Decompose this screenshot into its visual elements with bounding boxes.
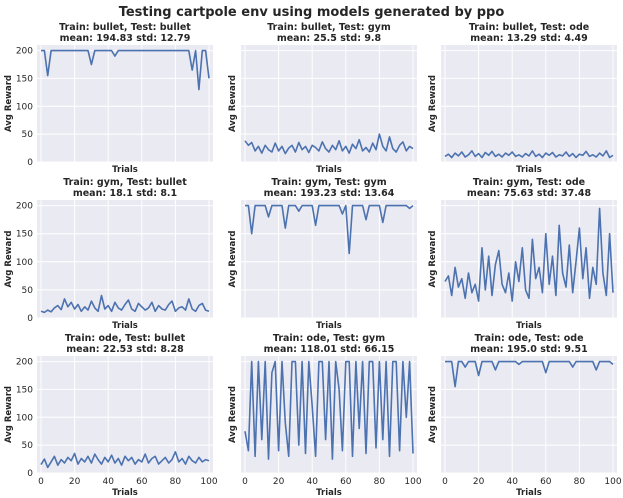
subplot-stats: mean: 193.23 std: 13.64 [264,188,395,199]
x-tick-label: 40 [506,477,518,487]
x-tick-label: 0 [242,477,248,487]
y-axis-label: Avg Reward [428,386,438,443]
subplot-title: Train: bullet, Test: gym [267,22,391,33]
plot-area [37,200,213,318]
subplot-stats: mean: 18.1 std: 8.1 [73,188,177,199]
y-tick-label: 50 [22,286,34,296]
x-axis-label: Trials [516,488,542,498]
y-tick-label: 0 [27,469,33,479]
x-tick-label: 80 [374,477,386,487]
y-tick-label: 100 [16,102,33,112]
y-axis-label: Avg Reward [228,75,238,132]
x-tick-label: 0 [442,477,448,487]
x-axis-label: Trials [516,165,542,175]
subplot-stats: mean: 22.53 std: 8.28 [66,344,184,355]
x-axis-label: Trials [112,165,138,175]
x-tick-label: 40 [306,477,318,487]
y-axis-label: Avg Reward [4,386,14,443]
y-tick-label: 0 [27,314,33,324]
subplot-title: Train: ode, Test: bullet [65,333,186,344]
subplot-stats: mean: 25.5 std: 9.8 [277,33,382,44]
subplot-title: Train: gym, Test: bullet [63,177,187,188]
y-tick-label: 0 [27,158,33,168]
y-axis-label: Avg Reward [428,230,438,287]
series-line [444,207,614,302]
series-line [41,49,210,91]
x-tick-label: 60 [136,477,148,487]
series-line [244,360,414,460]
series-line [40,294,210,314]
subplot-stats: mean: 13.29 std: 4.49 [470,33,588,44]
y-axis-label: Avg Reward [228,230,238,287]
x-axis-label: Trials [316,165,342,175]
y-tick-label: 100 [16,413,33,423]
x-tick-label: 0 [38,477,44,487]
y-tick-label: 150 [16,74,33,84]
subplot-stats: mean: 118.01 std: 66.15 [264,344,395,355]
subplot-title: Train: ode, Test: ode [474,333,583,344]
y-tick-label: 200 [16,202,33,212]
x-tick-label: 60 [340,477,352,487]
x-axis-label: Trials [516,321,542,331]
x-tick-label: 20 [273,477,285,487]
subplot-title: Train: ode, Test: gym [273,333,385,344]
x-tick-label: 100 [604,477,621,487]
plot-area [441,356,617,473]
plot-area [441,45,617,162]
figure-title: Testing cartpole env using models genera… [119,5,505,20]
x-tick-label: 80 [574,477,586,487]
x-tick-label: 100 [404,477,421,487]
x-tick-label: 100 [200,477,217,487]
x-tick-label: 60 [540,477,552,487]
y-tick-label: 100 [16,258,33,268]
series-line [445,360,614,388]
subplot-title: Train: gym, Test: gym [271,177,386,188]
x-axis-label: Trials [316,488,342,498]
y-axis-label: Avg Reward [4,75,14,132]
series-line [40,450,210,469]
plot-area [37,45,213,162]
series-line [244,133,414,155]
x-tick-label: 40 [102,477,114,487]
y-tick-label: 150 [16,230,33,240]
plot-area [241,45,417,162]
plot-area [241,200,417,318]
subplot-title: Train: gym, Test: ode [473,177,585,188]
plot-area [441,200,617,318]
x-axis-label: Trials [112,321,138,331]
y-tick-label: 200 [16,358,33,368]
subplot-stats: mean: 195.0 std: 9.51 [470,344,588,355]
x-tick-label: 20 [473,477,485,487]
y-tick-label: 50 [22,441,34,451]
subplot-title: Train: bullet, Test: ode [469,22,589,33]
subplot-stats: mean: 194.83 std: 12.79 [60,33,191,44]
y-tick-label: 200 [16,47,33,57]
x-axis-label: Trials [316,321,342,331]
y-axis-label: Avg Reward [228,386,238,443]
plot-area [37,356,213,473]
x-tick-label: 20 [69,477,81,487]
subplot-title: Train: bullet, Test: bullet [59,22,191,33]
series-line [444,150,614,159]
y-tick-label: 50 [22,130,34,140]
x-axis-label: Trials [112,488,138,498]
x-tick-label: 80 [170,477,182,487]
subplot-stats: mean: 75.63 std: 37.48 [467,188,592,199]
y-tick-label: 150 [16,385,33,395]
y-axis-label: Avg Reward [4,230,14,287]
y-axis-label: Avg Reward [428,75,438,132]
series-line [245,204,414,255]
